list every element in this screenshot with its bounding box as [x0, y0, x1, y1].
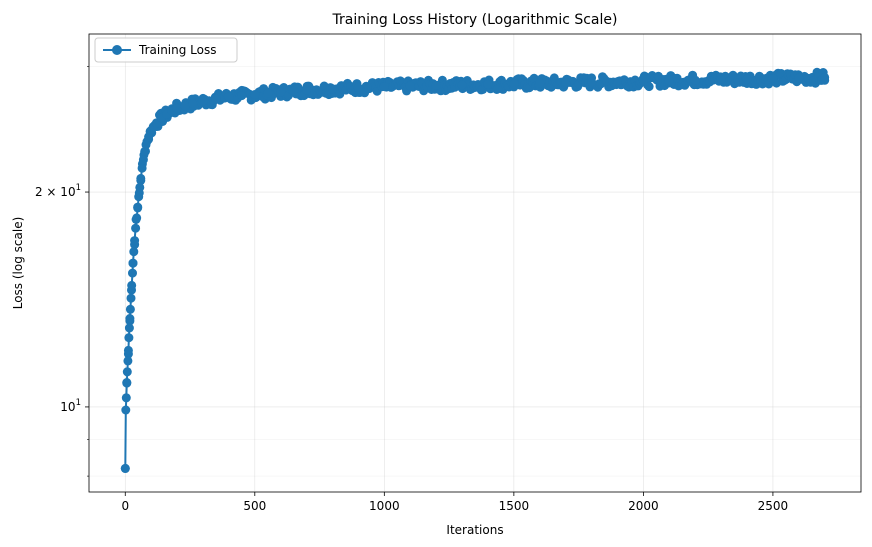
x-tick-label: 0 [121, 499, 129, 513]
loss-point [379, 82, 389, 92]
loss-point [198, 96, 208, 106]
loss-point [135, 182, 145, 192]
loss-point [328, 84, 337, 94]
legend-box [94, 37, 238, 63]
loss-point [794, 73, 804, 83]
loss-point [124, 333, 134, 343]
loss-point [128, 268, 137, 278]
loss-point [130, 236, 140, 246]
legend-marker-sample [112, 45, 122, 55]
legend-entry-training-loss: Training Loss [138, 43, 216, 57]
y-axis-title: Loss (log scale) [11, 217, 25, 310]
loss-point [140, 146, 150, 156]
loss-point [126, 293, 136, 303]
loss-point [188, 99, 198, 109]
loss-point [141, 140, 151, 150]
loss-point [129, 247, 139, 257]
plot-area-frame [88, 33, 862, 493]
loss-point [122, 378, 132, 388]
loss-marker-band [120, 67, 830, 473]
loss-point [125, 304, 135, 314]
loss-point [644, 82, 654, 92]
loss-point [138, 155, 148, 165]
x-tick-label: 1000 [369, 499, 400, 513]
loss-point [405, 81, 415, 91]
loss-point [561, 78, 571, 88]
loss-point [716, 75, 726, 84]
loss-point [664, 76, 674, 86]
loss-point [131, 223, 141, 233]
x-tick-label: 500 [243, 499, 266, 513]
loss-point [122, 367, 132, 377]
loss-point [457, 80, 467, 90]
loss-point [137, 163, 147, 173]
loss-point [431, 81, 441, 90]
legend: Training Loss [94, 37, 238, 63]
loss-point [276, 87, 286, 97]
loss-point [211, 94, 221, 104]
loss-point [820, 72, 830, 82]
y-tick-label: 2 × 101 [35, 183, 81, 199]
loss-point [768, 74, 778, 83]
loss-point [132, 213, 142, 223]
loss-point [128, 258, 138, 268]
axes: 0 500 1000 1500 2000 2500 101 2 × 101 [35, 66, 788, 513]
loss-point [124, 323, 134, 333]
x-tick-label: 1500 [499, 499, 530, 513]
loss-point [509, 79, 519, 89]
series-layer [120, 67, 830, 473]
loss-point [125, 314, 135, 323]
loss-point [587, 77, 597, 87]
loss-point [127, 280, 137, 290]
x-tick-label: 2500 [758, 499, 789, 513]
loss-point [613, 77, 622, 87]
loss-point [121, 405, 131, 415]
loss-point [133, 203, 143, 213]
loss-point [250, 90, 260, 99]
loss-point [136, 173, 146, 183]
loss-point [180, 101, 190, 111]
y-tick-label: 101 [60, 398, 81, 414]
x-tick-label: 2000 [628, 499, 659, 513]
grid [89, 34, 861, 492]
loss-point [742, 74, 752, 84]
loss-point [638, 76, 648, 86]
loss-point [224, 92, 234, 102]
loss-point [123, 345, 133, 355]
loss-point [535, 78, 545, 88]
loss-point [121, 393, 131, 403]
loss-point [237, 91, 247, 101]
loss-point [123, 356, 133, 366]
loss-point [353, 83, 363, 93]
loss-point [134, 192, 144, 202]
loss-point [172, 103, 182, 113]
loss-point [483, 79, 493, 89]
loss-point [690, 75, 700, 85]
chart-title: Training Loss History (Logarithmic Scale… [332, 12, 618, 28]
loss-point [302, 85, 312, 95]
loss-point [120, 463, 130, 473]
loss-point [289, 86, 299, 96]
x-axis-title: Iterations [446, 523, 503, 537]
loss-point [263, 88, 273, 98]
